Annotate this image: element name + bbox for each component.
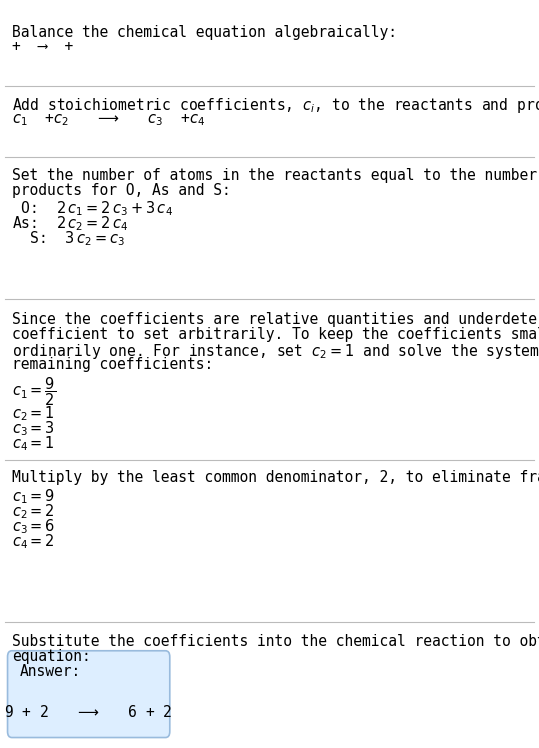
Text: $c_3 = 3$: $c_3 = 3$	[12, 419, 55, 438]
Text: $c_2 = 1$: $c_2 = 1$	[12, 404, 54, 423]
Text: $c_4 = 1$: $c_4 = 1$	[12, 434, 54, 453]
Text: Set the number of atoms in the reactants equal to the number of atoms in the: Set the number of atoms in the reactants…	[12, 168, 539, 183]
Text: O:  $2\,c_1 = 2\,c_3 + 3\,c_4$: O: $2\,c_1 = 2\,c_3 + 3\,c_4$	[12, 199, 173, 218]
Text: remaining coefficients:: remaining coefficients:	[12, 357, 213, 372]
Text: Substitute the coefficients into the chemical reaction to obtain the balanced: Substitute the coefficients into the che…	[12, 634, 539, 649]
Text: Multiply by the least common denominator, 2, to eliminate fractional coefficient: Multiply by the least common denominator…	[12, 470, 539, 485]
Text: 9 + 2   $\longrightarrow$   6 + 2: 9 + 2 $\longrightarrow$ 6 + 2	[4, 704, 173, 720]
Text: equation:: equation:	[12, 649, 91, 663]
Text: +  ⟶  +: + ⟶ +	[12, 39, 73, 54]
Text: $c_1$  +$c_2$   $\longrightarrow$   $c_3$  +$c_4$: $c_1$ +$c_2$ $\longrightarrow$ $c_3$ +$c…	[12, 112, 205, 128]
FancyBboxPatch shape	[8, 651, 170, 738]
Text: $c_4 = 2$: $c_4 = 2$	[12, 532, 54, 551]
Text: coefficient to set arbitrarily. To keep the coefficients small, the arbitrary va: coefficient to set arbitrarily. To keep …	[12, 327, 539, 342]
Text: $c_1 = \dfrac{9}{2}$: $c_1 = \dfrac{9}{2}$	[12, 375, 56, 408]
Text: $c_3 = 6$: $c_3 = 6$	[12, 517, 55, 536]
Text: Balance the chemical equation algebraically:: Balance the chemical equation algebraica…	[12, 25, 397, 40]
Text: products for O, As and S:: products for O, As and S:	[12, 183, 231, 197]
Text: Since the coefficients are relative quantities and underdetermined, choose a: Since the coefficients are relative quan…	[12, 312, 539, 327]
Text: Answer:: Answer:	[19, 664, 81, 679]
Text: $c_1 = 9$: $c_1 = 9$	[12, 487, 55, 506]
Text: Add stoichiometric coefficients, $c_i$, to the reactants and products:: Add stoichiometric coefficients, $c_i$, …	[12, 96, 539, 114]
Text: ordinarily one. For instance, set $c_2 = 1$ and solve the system of equations fo: ordinarily one. For instance, set $c_2 =…	[12, 342, 539, 361]
Text: As:  $2\,c_2 = 2\,c_4$: As: $2\,c_2 = 2\,c_4$	[12, 214, 128, 233]
Text: S:  $3\,c_2 = c_3$: S: $3\,c_2 = c_3$	[12, 229, 125, 248]
Text: $c_2 = 2$: $c_2 = 2$	[12, 502, 54, 521]
